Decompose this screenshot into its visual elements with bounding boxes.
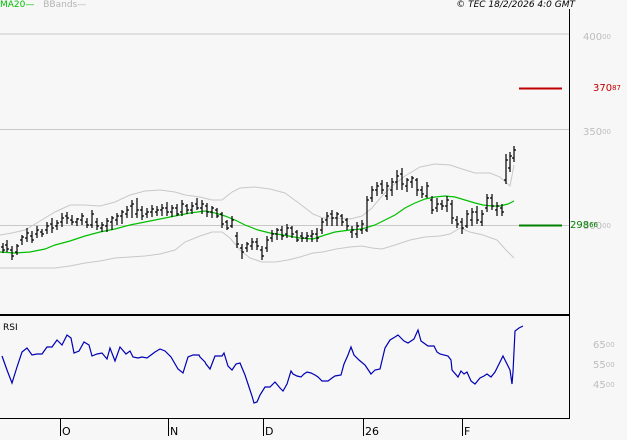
price-axis-label-300: 30000 [583, 221, 612, 232]
x-axis-label-oct: O [62, 425, 71, 438]
price-bars [1, 146, 516, 260]
legend-ma20: MA20— [0, 0, 35, 10]
bband-lower-line [0, 227, 515, 269]
copyright-timestamp: © TEC 18/2/2026 4:0 GMT [456, 0, 575, 10]
bband-upper-line [0, 163, 515, 236]
chart-legend: MA20— BBands— [0, 0, 86, 11]
price-axis-label-350: 35000 [583, 127, 612, 138]
legend-bbands: BBands— [43, 0, 87, 10]
rsi-panel-label: RSI [3, 323, 18, 333]
x-axis-label-feb: F [464, 425, 471, 438]
x-axis-label-2026: 26 [365, 425, 379, 438]
resistance-value-tag: 37087 [593, 83, 622, 94]
rsi-axis-label-55: 5500 [593, 360, 615, 371]
rsi-line [1, 325, 524, 404]
support-value-tag: 29866 [570, 220, 599, 231]
x-axis-label-nov: N [170, 425, 179, 438]
price-axis-label-400: 40000 [583, 32, 612, 43]
x-axis-label-dec: D [265, 425, 274, 438]
rsi-axis-label-65: 6500 [593, 340, 615, 351]
rsi-axis-label-45: 4500 [593, 380, 615, 391]
